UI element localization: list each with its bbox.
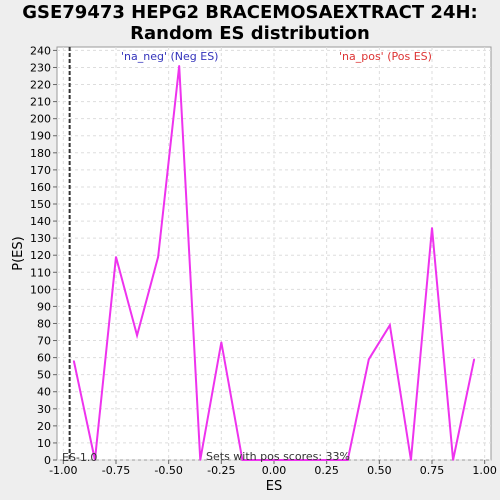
es-value-text: ES-1.0 xyxy=(62,451,97,464)
series-point xyxy=(73,360,75,362)
y-tick-label: 20 xyxy=(37,420,51,433)
series-line xyxy=(72,65,476,461)
y-tick-label: 240 xyxy=(30,44,51,57)
x-axis-label: ES xyxy=(266,479,282,494)
neg-es-label: 'na_neg' (Neg ES) xyxy=(121,50,218,63)
x-tick-label: 0.25 xyxy=(314,464,339,477)
y-tick-label: 140 xyxy=(30,215,51,228)
series-point xyxy=(115,256,117,258)
y-tick-label: 130 xyxy=(30,232,51,245)
series-point xyxy=(389,324,391,326)
sets-with-pos-scores-text: Sets with pos scores: 33% xyxy=(206,450,350,463)
series-point xyxy=(199,459,202,461)
series-point xyxy=(178,64,180,67)
y-tick-label: 200 xyxy=(30,113,51,126)
x-tick-label: 0.50 xyxy=(367,464,392,477)
pos-es-label: 'na_pos' (Pos ES) xyxy=(339,50,432,63)
x-tick-label: -0.25 xyxy=(207,464,235,477)
y-tick-label: 170 xyxy=(30,164,51,177)
y-tick-label: 220 xyxy=(30,79,51,92)
chart-title-line1: GSE79473 HEPG2 BRACEMOSAEXTRACT 24H: xyxy=(22,2,478,23)
series-point xyxy=(94,459,96,461)
x-tick-label: 0.00 xyxy=(262,464,287,477)
y-tick-label: 60 xyxy=(37,352,51,365)
chart-title-line2: Random ES distribution xyxy=(130,23,370,44)
x-tick-label: 1.00 xyxy=(472,464,497,477)
chart-title: GSE79473 HEPG2 BRACEMOSAEXTRACT 24H: Ran… xyxy=(0,2,500,44)
x-tick-label: 0.75 xyxy=(420,464,445,477)
series-point xyxy=(452,459,454,461)
x-tick-label: -0.75 xyxy=(102,464,130,477)
y-tick-label: 180 xyxy=(30,147,51,160)
x-tick-label: -0.50 xyxy=(154,464,182,477)
series-point xyxy=(262,459,265,461)
y-tick-label: 40 xyxy=(37,386,51,399)
y-tick-label: 100 xyxy=(30,283,51,296)
series-point xyxy=(325,459,328,461)
y-axis-label: P(ES) xyxy=(11,236,26,270)
y-tick-label: 230 xyxy=(30,61,51,74)
y-tick-label: 190 xyxy=(30,130,51,143)
y-tick-label: 70 xyxy=(37,335,51,348)
y-tick-label: 210 xyxy=(30,96,51,109)
y-tick-label: 120 xyxy=(30,249,51,262)
y-tick-label: 30 xyxy=(37,403,51,416)
y-tick-label: 80 xyxy=(37,317,51,330)
y-tick-label: 50 xyxy=(37,369,51,382)
y-tick-label: 160 xyxy=(30,181,51,194)
y-tick-label: 150 xyxy=(30,198,51,211)
y-tick-label: 90 xyxy=(37,300,51,313)
series-point xyxy=(157,256,159,258)
y-tick-label: 110 xyxy=(30,266,51,279)
series-point xyxy=(346,459,349,461)
series-points xyxy=(73,64,475,461)
series-point xyxy=(431,227,433,229)
series-point xyxy=(410,459,412,461)
series-point xyxy=(136,334,138,337)
y-axis-ticks: 0 10 20 30 40 50 60 70 80 90 100 110 120 130 140 150 160… xyxy=(30,44,57,467)
series-point xyxy=(220,341,223,344)
series-point xyxy=(304,459,307,461)
y-tick-label: 0 xyxy=(44,454,51,467)
x-axis-ticks: -1.00 -0.75 -0.50 -0.25 0.00 0.25 0.50 0.75 1.00 xyxy=(49,460,497,477)
series-point xyxy=(283,459,286,461)
series-point xyxy=(473,358,475,361)
y-tick-label: 10 xyxy=(37,437,51,450)
x-tick-label: -1.00 xyxy=(49,464,77,477)
series-point xyxy=(368,358,370,361)
series-point xyxy=(241,459,244,461)
